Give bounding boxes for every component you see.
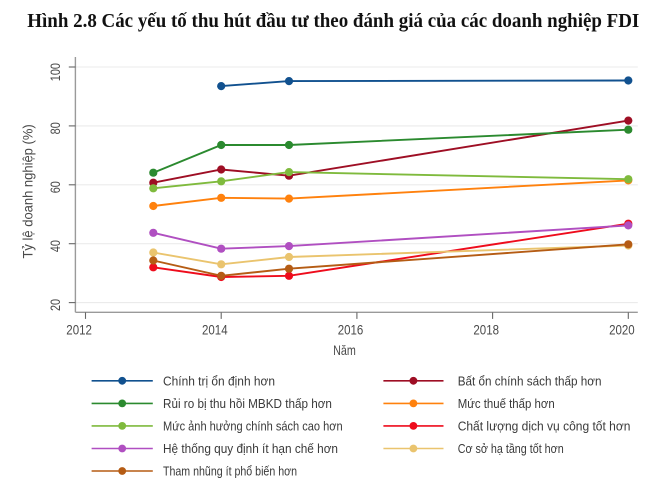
svg-text:Hình 2.8 Các yếu tố thu hút đầ: Hình 2.8 Các yếu tố thu hút đầu tư theo …	[27, 10, 639, 32]
svg-text:Cơ sở hạ tầng tốt hơn: Cơ sở hạ tầng tốt hơn	[458, 441, 564, 456]
svg-text:Mức thuế thấp hơn: Mức thuế thấp hơn	[458, 396, 555, 411]
svg-text:Rủi ro bị thu hồi MBKD thấp hơ: Rủi ro bị thu hồi MBKD thấp hơn	[163, 396, 332, 411]
svg-text:Tham nhũng ít phổ biến hơn: Tham nhũng ít phổ biến hơn	[163, 464, 297, 479]
svg-text:2014: 2014	[202, 322, 228, 337]
svg-text:80: 80	[48, 122, 63, 134]
svg-text:40: 40	[48, 240, 63, 252]
svg-text:2020: 2020	[609, 322, 635, 337]
svg-text:100: 100	[48, 63, 63, 82]
svg-text:Chính trị ổn định hơn: Chính trị ổn định hơn	[163, 374, 275, 389]
svg-text:60: 60	[48, 181, 63, 193]
svg-text:Hệ thống quy định ít hạn chế h: Hệ thống quy định ít hạn chế hơn	[163, 441, 338, 456]
svg-text:2012: 2012	[66, 322, 92, 337]
svg-text:Năm: Năm	[333, 343, 356, 358]
svg-text:2018: 2018	[473, 322, 499, 337]
svg-text:20: 20	[48, 299, 63, 311]
svg-text:Mức ảnh hưởng chính sách cao h: Mức ảnh hưởng chính sách cao hơn	[163, 419, 343, 434]
svg-text:Tỷ lệ doanh nghiệp (%): Tỷ lệ doanh nghiệp (%)	[21, 124, 36, 258]
svg-text:Bất ổn chính sách thấp hơn: Bất ổn chính sách thấp hơn	[458, 374, 602, 389]
svg-text:Chất lượng dịch vụ công tốt hơ: Chất lượng dịch vụ công tốt hơn	[458, 419, 631, 434]
svg-text:2016: 2016	[338, 322, 364, 337]
